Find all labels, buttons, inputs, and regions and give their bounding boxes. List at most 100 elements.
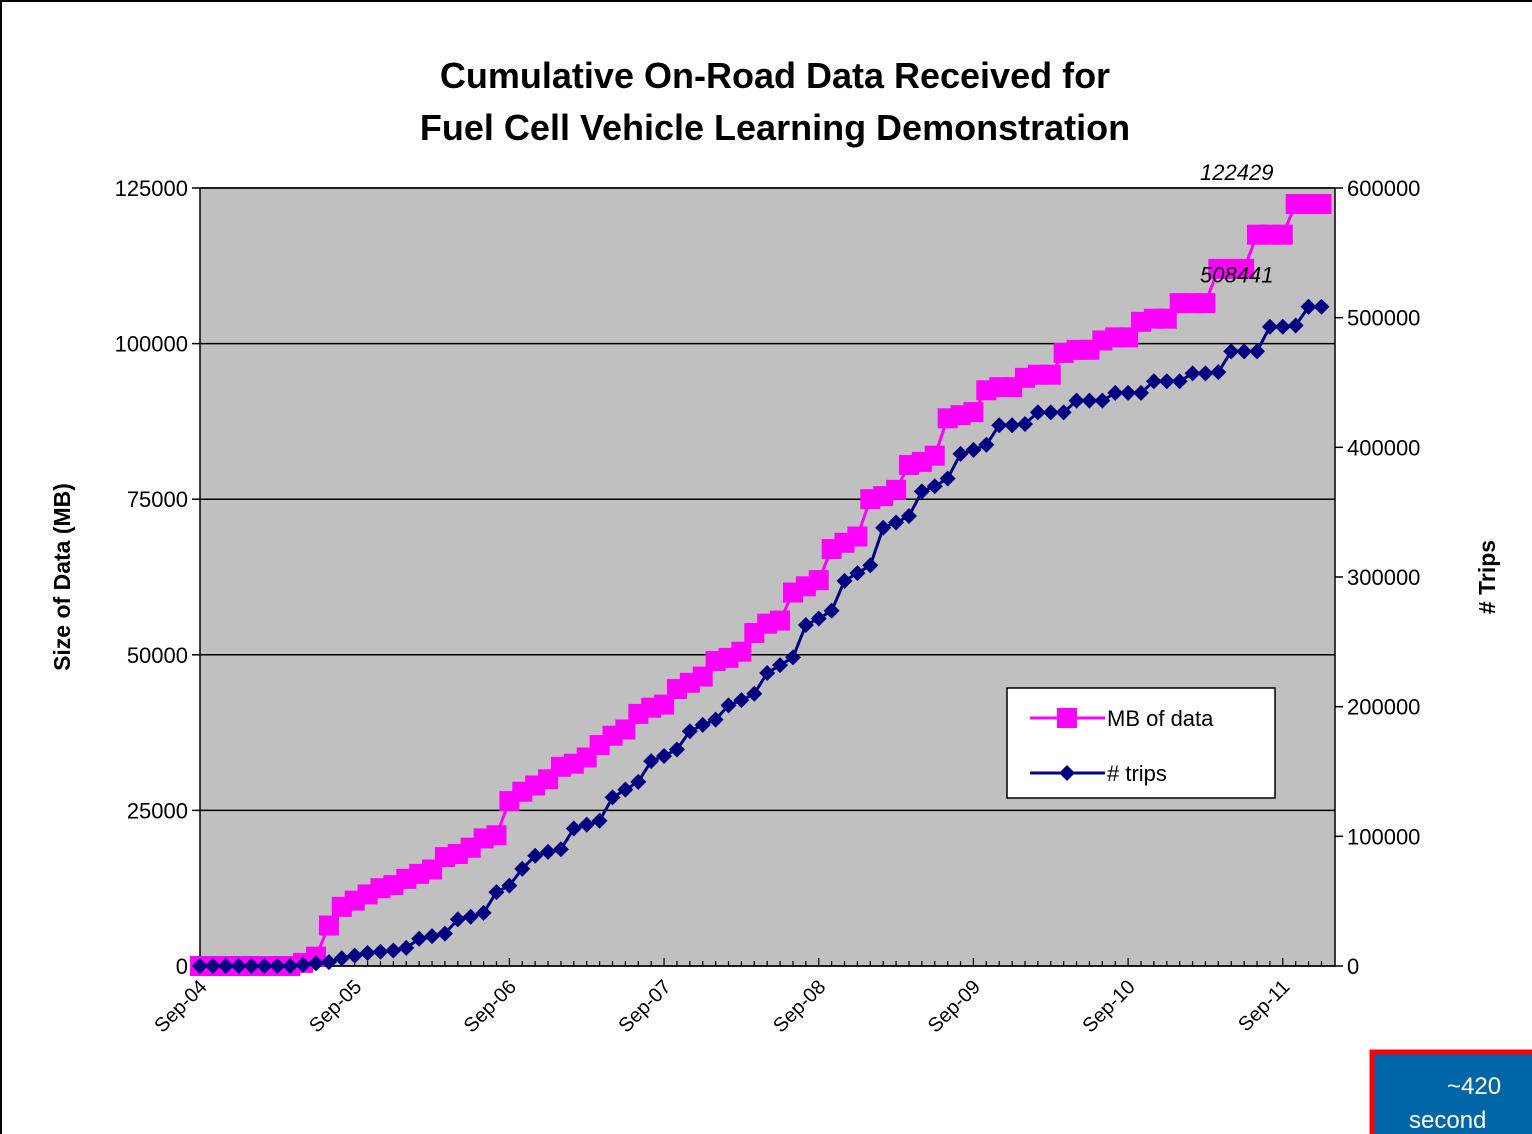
data-point (1311, 194, 1332, 215)
data-point (604, 789, 621, 806)
data-point (192, 958, 208, 974)
data-point (1040, 364, 1061, 385)
data-point (1029, 404, 1046, 421)
data-point (1171, 373, 1188, 390)
data-point (913, 483, 930, 500)
data-point (256, 958, 273, 974)
data-point (888, 514, 905, 531)
data-point (269, 958, 286, 974)
chart-title: Fuel Cell Vehicle Learning Demonstration (420, 107, 1130, 148)
data-point (692, 666, 713, 687)
data-point (1068, 392, 1085, 409)
data-point (1118, 327, 1139, 348)
data-point (615, 719, 636, 740)
data-point (746, 685, 763, 702)
data-point (424, 928, 441, 945)
data-point (952, 445, 969, 462)
data-point (1300, 298, 1317, 315)
data-point (926, 478, 943, 495)
data-point (1184, 365, 1201, 382)
data-point (385, 942, 402, 959)
data-point (654, 694, 675, 715)
data-point (346, 947, 363, 964)
data-point (1274, 318, 1291, 335)
data-point (759, 664, 776, 681)
data-point (1236, 343, 1253, 360)
legend: MB of data # trips (1006, 687, 1276, 799)
data-point (694, 716, 711, 733)
data-point (617, 781, 634, 798)
y2-tick-label: 300000 (1347, 565, 1420, 590)
data-point (217, 958, 234, 974)
data-point (643, 753, 660, 770)
data-point (1223, 343, 1240, 360)
data-point (552, 841, 569, 858)
data-point (900, 508, 917, 525)
data-point (1107, 384, 1124, 401)
y2-tick-label: 500000 (1347, 306, 1420, 331)
data-point (501, 877, 518, 894)
data-point (808, 570, 829, 591)
data-point (707, 711, 724, 728)
data-point (1156, 308, 1177, 329)
data-point (591, 812, 608, 829)
data-point (733, 692, 750, 709)
y-tick-label: 50000 (127, 643, 188, 668)
legend-marker (1059, 765, 1075, 781)
data-point (875, 519, 892, 536)
data-point (359, 945, 376, 962)
data-point (486, 825, 507, 846)
y-tick-label: 100000 (115, 332, 188, 357)
data-point (527, 847, 544, 864)
data-point (939, 470, 956, 487)
data-point (449, 911, 466, 928)
data-point (1249, 343, 1266, 360)
data-point (514, 860, 531, 877)
data-point (836, 572, 853, 589)
data-point (656, 747, 673, 764)
legend-label: MB of data (1107, 706, 1214, 731)
y-tick-label: 75000 (127, 487, 188, 512)
data-point (308, 955, 325, 972)
data-point (295, 956, 312, 973)
data-point (436, 925, 453, 942)
data-label: 508441 (1200, 263, 1273, 288)
note-box (1369, 1049, 1532, 1134)
data-point (1120, 384, 1137, 401)
data-point (720, 697, 737, 714)
data-point (578, 816, 595, 833)
note-text: second (1409, 1107, 1486, 1134)
data-point (772, 657, 789, 674)
data-point (204, 958, 221, 974)
data-point (784, 649, 801, 666)
y-axis-title: Size of Data (MB) (49, 483, 75, 671)
data-point (565, 820, 582, 837)
data-point (1145, 373, 1162, 390)
data-point (411, 930, 428, 947)
data-point (681, 723, 698, 740)
data-point (230, 958, 247, 974)
data-point (475, 904, 492, 921)
data-point (810, 610, 827, 627)
data-point (1272, 224, 1293, 245)
y-tick-label: 25000 (127, 798, 188, 823)
data-point (991, 417, 1008, 434)
y2-tick-label: 600000 (1347, 176, 1420, 201)
note-text: ~420 (1447, 1073, 1501, 1100)
y2-tick-label: 100000 (1347, 824, 1420, 849)
data-point (1004, 417, 1021, 434)
data-point (318, 915, 339, 936)
legend-label: # trips (1107, 761, 1167, 786)
data-point (372, 943, 389, 960)
data-point (1313, 298, 1330, 315)
data-point (1132, 384, 1149, 401)
data-point (320, 954, 337, 971)
data-point (540, 843, 557, 860)
data-point (1261, 318, 1278, 335)
data-point (488, 884, 505, 901)
data-point (398, 939, 415, 956)
data-point (1234, 258, 1255, 279)
data-point (1287, 317, 1304, 334)
data-point (862, 557, 879, 574)
